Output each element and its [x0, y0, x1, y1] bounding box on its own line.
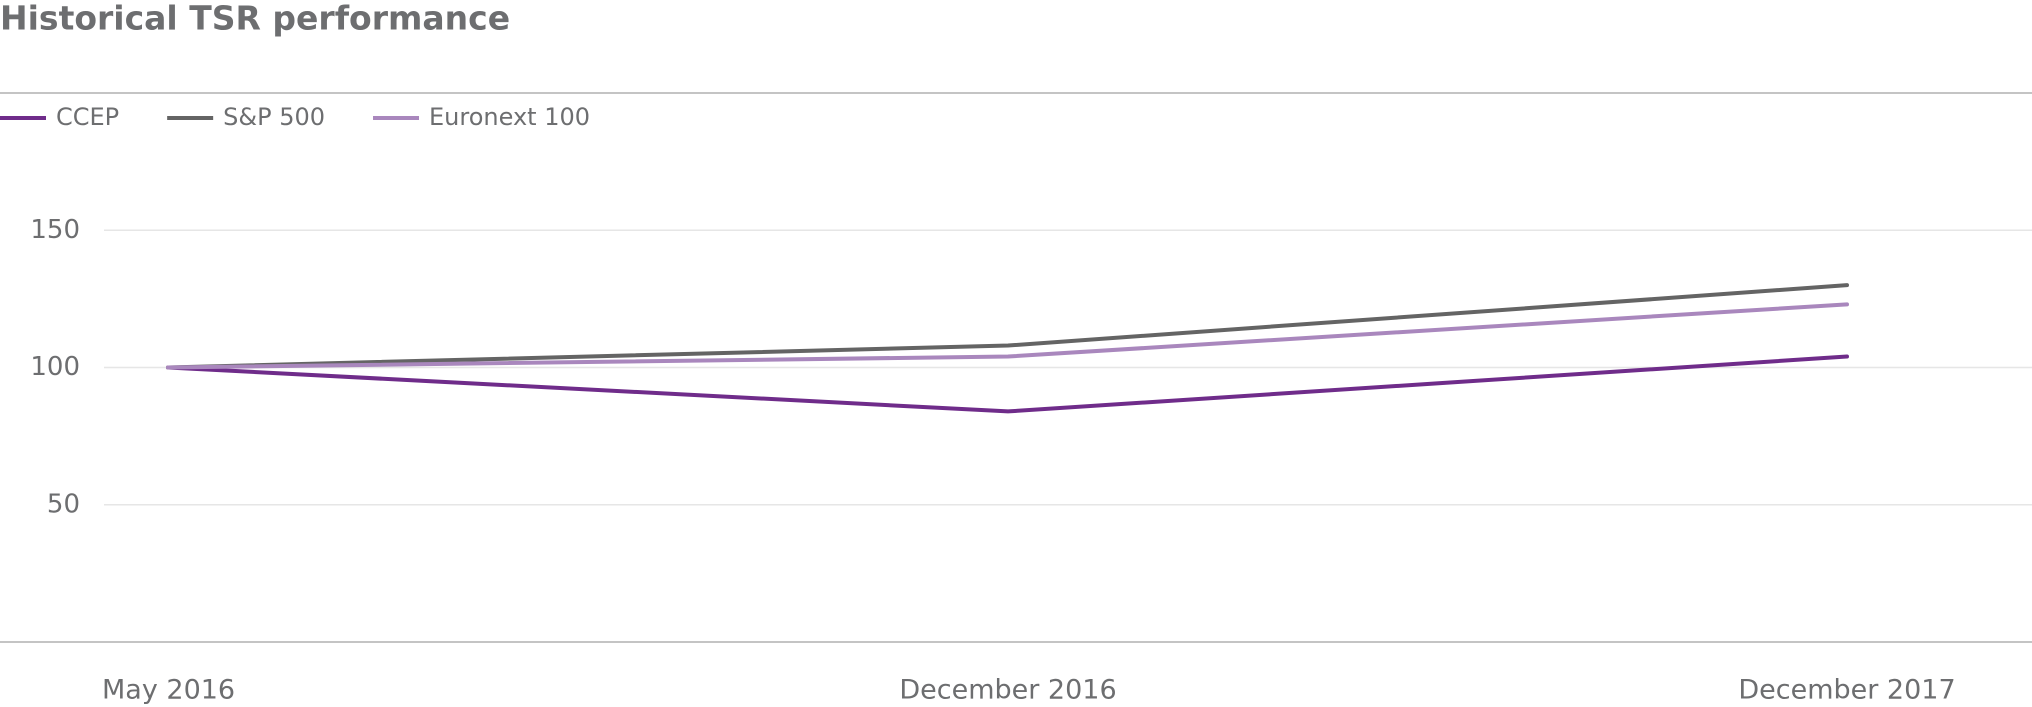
legend-label: Euronext 100	[429, 103, 590, 131]
series-line	[166, 283, 1849, 370]
x-tick-label: May 2016	[102, 675, 235, 706]
chart-title: Historical TSR performance	[0, 0, 510, 38]
series-line	[166, 354, 1849, 414]
legend-label: S&P 500	[223, 103, 325, 131]
x-tick-label: December 2016	[899, 675, 1116, 706]
legend-label: CCEP	[56, 103, 119, 131]
y-tick-label: 50	[47, 489, 80, 519]
series-line	[166, 302, 1849, 370]
x-tick-label: December 2017	[1738, 675, 1955, 706]
y-tick-label: 100	[30, 352, 80, 382]
y-tick-label: 150	[30, 215, 80, 245]
